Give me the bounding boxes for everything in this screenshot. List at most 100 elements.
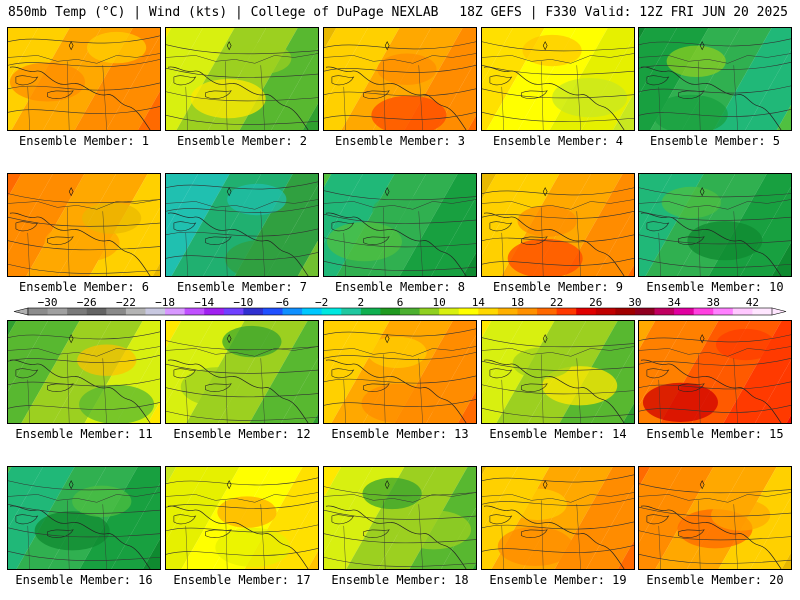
colorbar-segment bbox=[556, 308, 577, 315]
temperature-field-map bbox=[639, 28, 791, 130]
colorbar-segment bbox=[615, 308, 636, 315]
ensemble-member-label: Ensemble Member: 15 bbox=[646, 427, 784, 441]
ensemble-member-label: Ensemble Member: 5 bbox=[649, 134, 781, 148]
colorbar-tick-label: 42 bbox=[746, 297, 759, 309]
ensemble-member-label: Ensemble Member: 7 bbox=[176, 280, 308, 294]
ensemble-member-label: Ensemble Member: 13 bbox=[331, 427, 469, 441]
ensemble-member-map bbox=[638, 466, 792, 570]
ensemble-member-label: Ensemble Member: 14 bbox=[489, 427, 627, 441]
colorbar-tick-label: −22 bbox=[116, 297, 136, 309]
temperature-field-map bbox=[8, 321, 160, 423]
temperature-field-map bbox=[166, 467, 318, 569]
colorbar-segment bbox=[458, 308, 479, 315]
ensemble-member-map bbox=[165, 173, 319, 277]
ensemble-member-label: Ensemble Member: 18 bbox=[331, 573, 469, 587]
colorbar-tick-label: −30 bbox=[38, 297, 58, 309]
colorbar-segment bbox=[497, 308, 518, 315]
ensemble-member-label: Ensemble Member: 20 bbox=[646, 573, 784, 587]
temperature-colorbar: −30 −26 −22 −18 −14 −10 −6 −2 2 6 10 14 18 22 26 30 34 38… bbox=[8, 297, 792, 319]
temperature-field-map bbox=[482, 174, 634, 276]
ensemble-member-label: Ensemble Member: 8 bbox=[334, 280, 466, 294]
temperature-field-map bbox=[324, 467, 476, 569]
colorbar-segment bbox=[360, 308, 381, 315]
temperature-field-map bbox=[324, 321, 476, 423]
colorbar-segment bbox=[204, 308, 225, 315]
colorbar-segment bbox=[165, 308, 186, 315]
ensemble-member-map bbox=[165, 27, 319, 131]
ensemble-member-label: Ensemble Member: 16 bbox=[15, 573, 153, 587]
colorbar-segment bbox=[654, 308, 675, 315]
colorbar-segment bbox=[223, 308, 244, 315]
ensemble-member-map bbox=[7, 173, 161, 277]
colorbar-segment bbox=[145, 308, 166, 315]
colorbar-segment bbox=[184, 308, 205, 315]
ensemble-member-map bbox=[7, 466, 161, 570]
ensemble-member-label: Ensemble Member: 11 bbox=[15, 427, 153, 441]
ensemble-member-label: Ensemble Member: 1 bbox=[18, 134, 150, 148]
colorbar-segment bbox=[595, 308, 616, 315]
ensemble-member-label: Ensemble Member: 19 bbox=[489, 573, 627, 587]
map-title: 850mb Temp (°C) | Wind (kts) | College o… bbox=[8, 5, 439, 20]
ensemble-member-label: Ensemble Member: 3 bbox=[334, 134, 466, 148]
colorbar-segment bbox=[478, 308, 499, 315]
temperature-field-map bbox=[482, 321, 634, 423]
ensemble-member-label: Ensemble Member: 2 bbox=[176, 134, 308, 148]
colorbar-segment bbox=[439, 308, 460, 315]
temperature-field-map bbox=[639, 467, 791, 569]
temperature-field-map bbox=[482, 28, 634, 130]
ensemble-member-map bbox=[323, 173, 477, 277]
temperature-field-map bbox=[482, 467, 634, 569]
colorbar-tick-label: −6 bbox=[276, 297, 289, 309]
ensemble-member-map bbox=[481, 173, 635, 277]
colorbar-tick-label: 30 bbox=[628, 297, 641, 309]
colorbar-graphic: −30 −26 −22 −18 −14 −10 −6 −2 2 6 10 14 18 22 26 30 34 38… bbox=[13, 297, 787, 316]
colorbar-tick-label: 34 bbox=[667, 297, 681, 309]
ensemble-member-map bbox=[165, 466, 319, 570]
colorbar-segment bbox=[517, 308, 538, 315]
ensemble-member-label: Ensemble Member: 9 bbox=[492, 280, 624, 294]
colorbar-tick-label: 6 bbox=[397, 297, 404, 309]
colorbar-segment bbox=[282, 308, 303, 315]
colorbar-segment bbox=[674, 308, 695, 315]
ensemble-member-map bbox=[165, 320, 319, 424]
ensemble-member-map bbox=[638, 320, 792, 424]
temperature-field-map bbox=[639, 321, 791, 423]
colorbar-tick-label: −10 bbox=[233, 297, 253, 309]
temperature-field-map bbox=[8, 174, 160, 276]
temperature-field-map bbox=[8, 467, 160, 569]
ensemble-member-map bbox=[7, 27, 161, 131]
colorbar-tick-label: −18 bbox=[155, 297, 175, 309]
colorbar-tick-label: 22 bbox=[550, 297, 563, 309]
colorbar-segment bbox=[380, 308, 401, 315]
temperature-field-map bbox=[639, 174, 791, 276]
colorbar-segment bbox=[752, 308, 773, 315]
temperature-field-map bbox=[166, 28, 318, 130]
colorbar-tick-label: 18 bbox=[511, 297, 524, 309]
ensemble-member-map bbox=[7, 320, 161, 424]
ensemble-member-map bbox=[638, 173, 792, 277]
ensemble-member-map bbox=[638, 27, 792, 131]
colorbar-segment bbox=[321, 308, 342, 315]
colorbar-segment bbox=[576, 308, 597, 315]
colorbar-segment bbox=[67, 308, 88, 315]
colorbar-segment bbox=[732, 308, 753, 315]
header: 850mb Temp (°C) | Wind (kts) | College o… bbox=[0, 0, 800, 24]
ensemble-member-label: Ensemble Member: 12 bbox=[173, 427, 311, 441]
ensemble-member-label: Ensemble Member: 17 bbox=[173, 573, 311, 587]
colorbar-segment bbox=[28, 308, 49, 315]
ensemble-member-map bbox=[481, 320, 635, 424]
colorbar-tick-label: −14 bbox=[194, 297, 214, 309]
colorbar-segment bbox=[341, 308, 362, 315]
ensemble-member-label: Ensemble Member: 6 bbox=[18, 280, 150, 294]
colorbar-segment bbox=[106, 308, 127, 315]
colorbar-tick-label: 10 bbox=[433, 297, 446, 309]
colorbar-segment bbox=[125, 308, 146, 315]
ensemble-member-map bbox=[481, 27, 635, 131]
model-run-info: 18Z GEFS | F330 Valid: 12Z FRI JUN 20 20… bbox=[459, 5, 788, 20]
colorbar-segment bbox=[634, 308, 656, 315]
ensemble-member-map bbox=[323, 27, 477, 131]
temperature-field-map bbox=[166, 174, 318, 276]
colorbar-segment bbox=[47, 308, 68, 315]
colorbar-tick-label: −26 bbox=[77, 297, 97, 309]
temperature-field-map bbox=[166, 321, 318, 423]
